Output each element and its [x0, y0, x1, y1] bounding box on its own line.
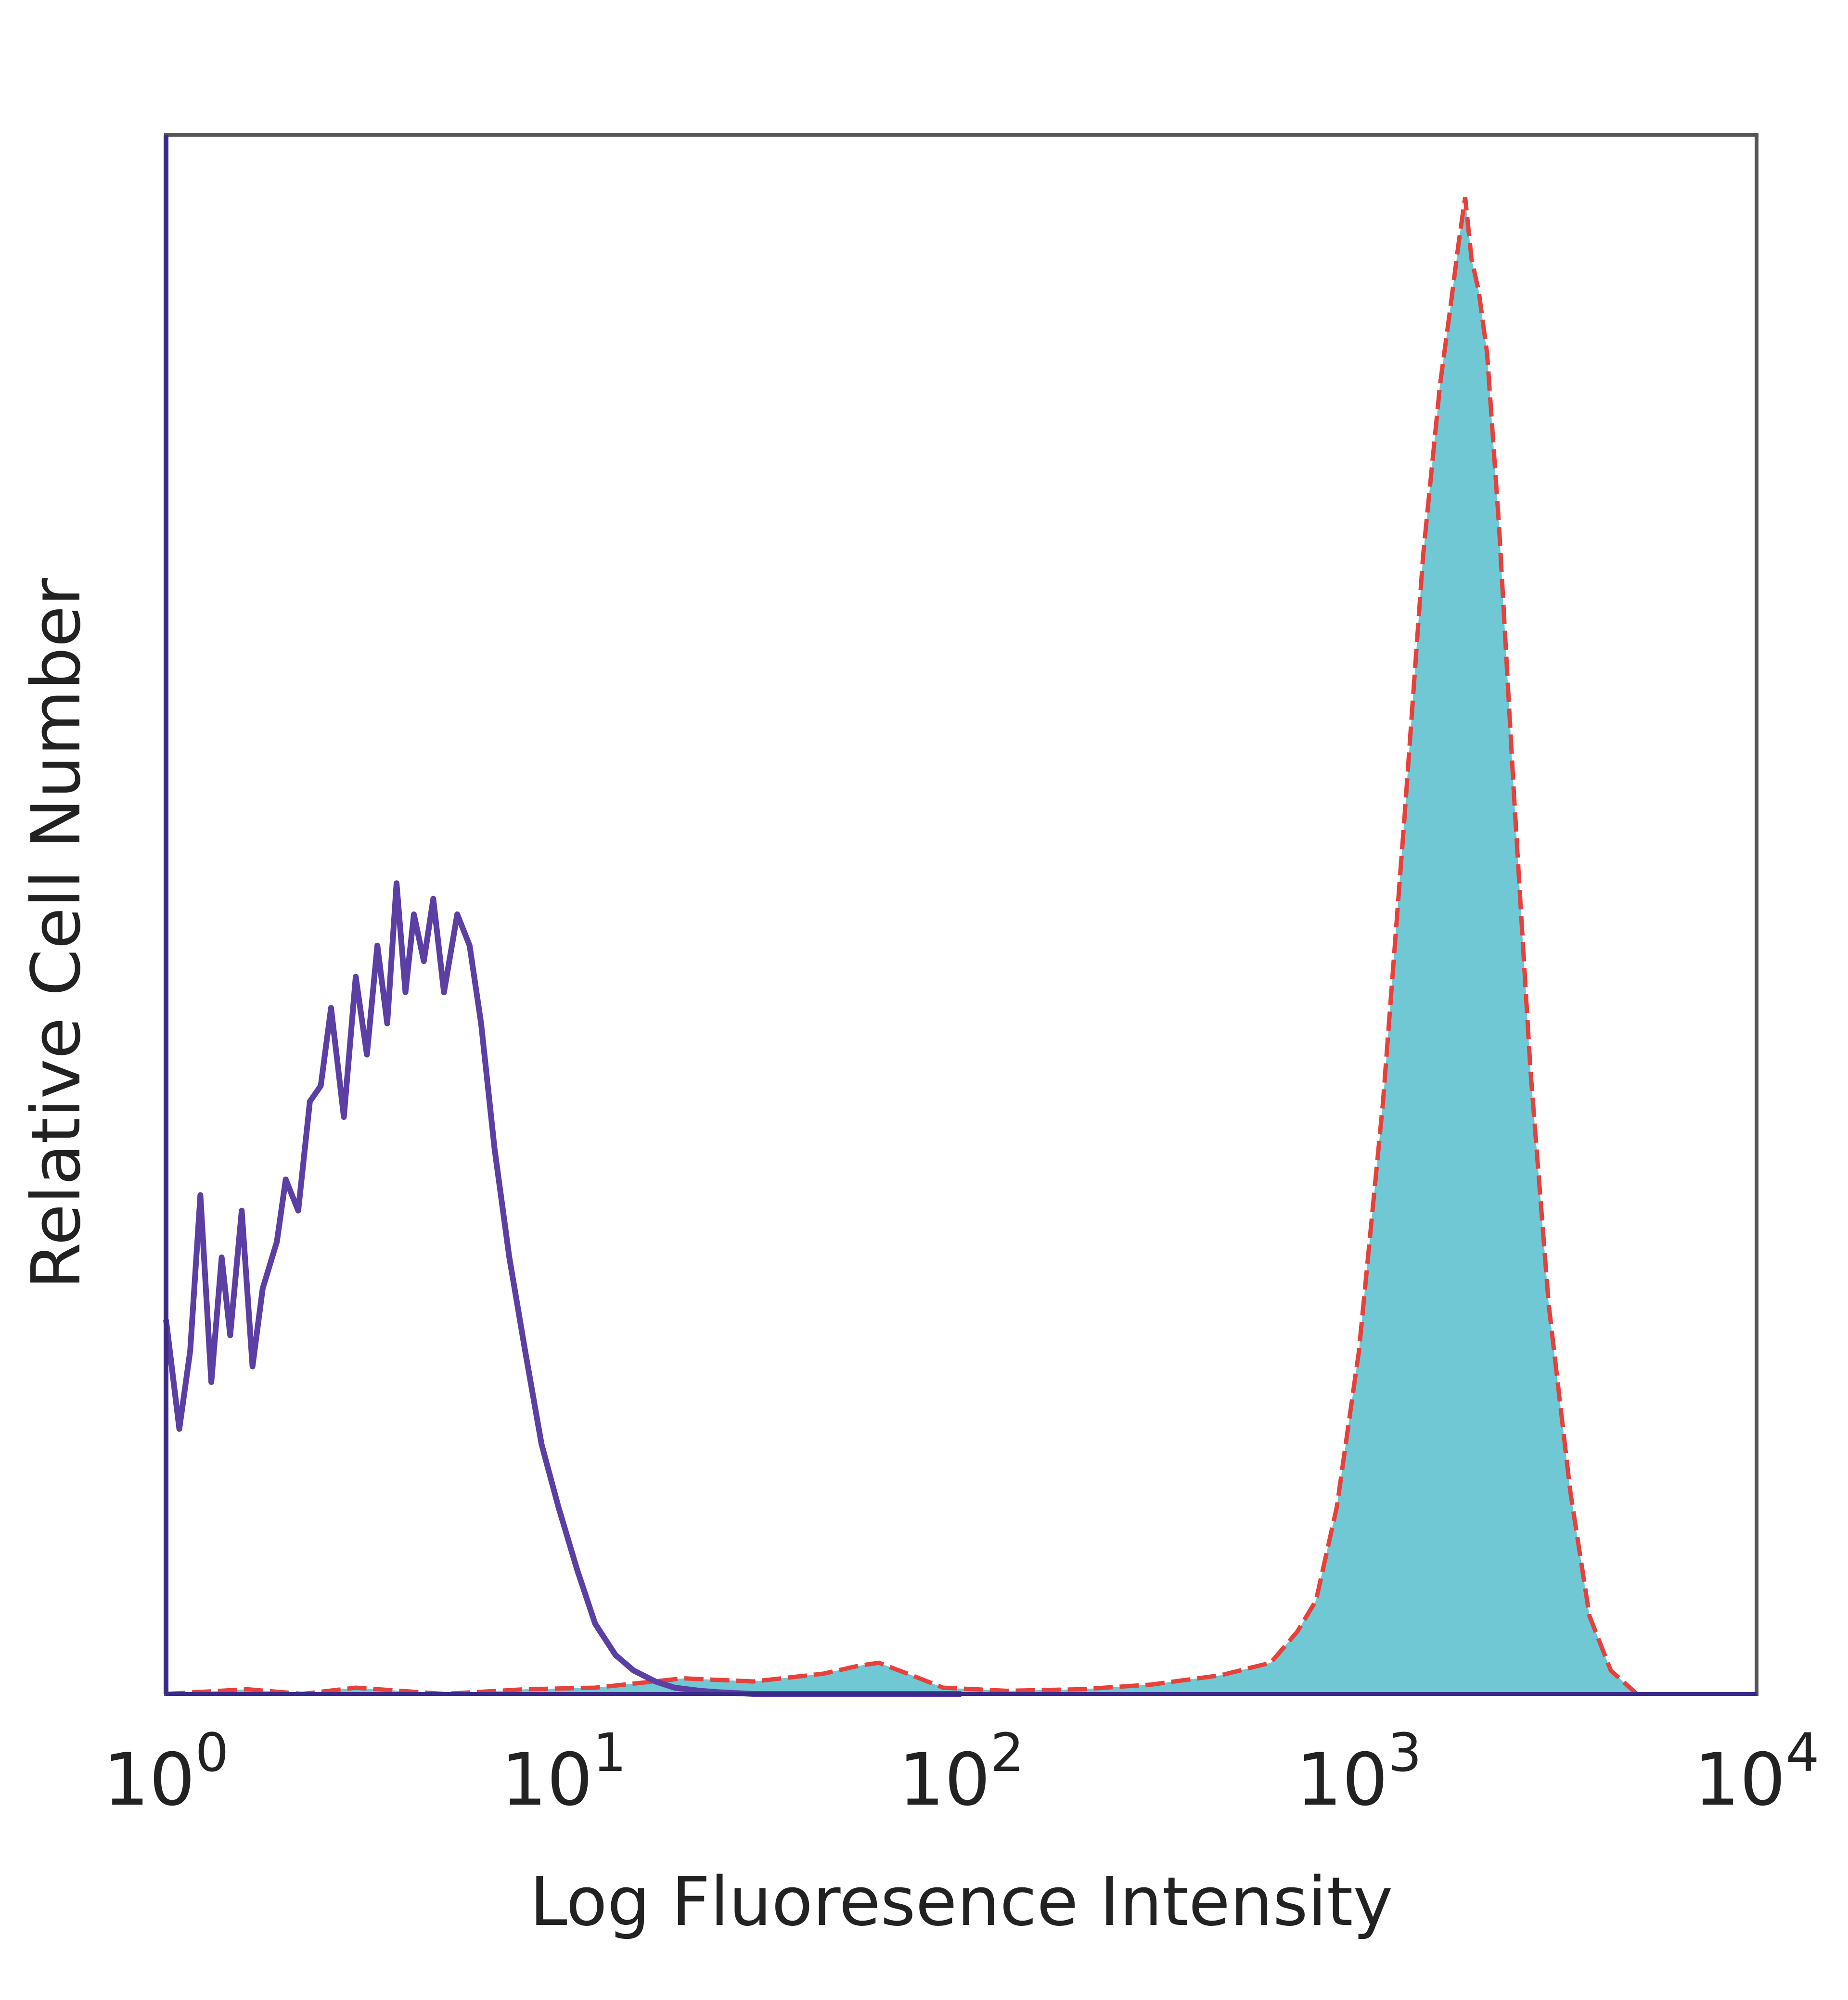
- x-tick-labels: 100 101 102 103 104: [103, 1722, 1820, 1822]
- x-tick-label-3: 103: [1296, 1722, 1422, 1822]
- x-tick-label-4: 104: [1694, 1722, 1820, 1822]
- y-axis-title: Relative Cell Number: [17, 578, 96, 1289]
- x-axis-title: Log Fluoresence Intensity: [530, 1863, 1393, 1941]
- x-tick-label-2: 102: [898, 1722, 1024, 1822]
- series-2-line: [163, 880, 962, 1697]
- series-1-outline: [166, 196, 1639, 1696]
- x-tick-label-1: 101: [501, 1722, 627, 1822]
- series-layer: [163, 196, 1639, 1697]
- x-tick-label-0: 100: [103, 1722, 229, 1822]
- series-1-area: [166, 197, 1637, 1694]
